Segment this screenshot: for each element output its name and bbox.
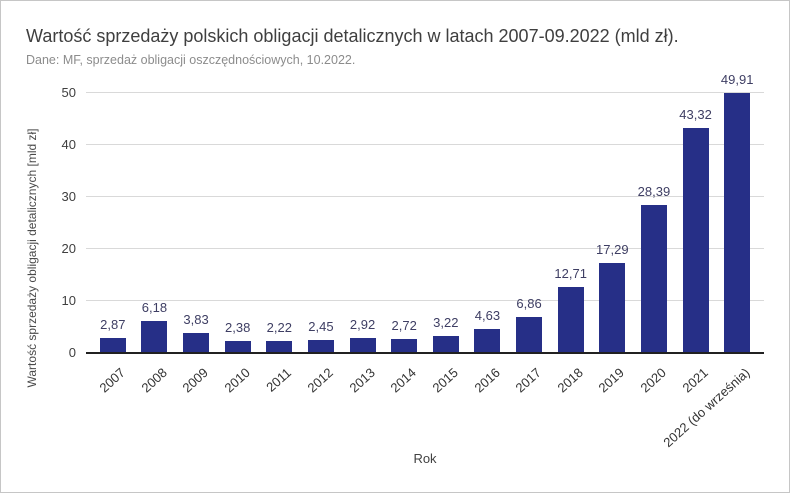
- y-axis-title: Wartość sprzedaży obligacji detalicznych…: [25, 128, 39, 388]
- bar-slot: 3,22 2015: [425, 93, 467, 396]
- x-tick-label: 2015: [429, 364, 461, 396]
- bar: [183, 333, 210, 353]
- y-tick-label: 50: [61, 85, 76, 100]
- gridline: [86, 248, 764, 249]
- bar-slot: 4,63 2016: [467, 93, 509, 395]
- bar: [474, 328, 501, 353]
- bar: [724, 93, 751, 353]
- x-tick-label: 2021: [679, 364, 711, 396]
- y-tick-label: 30: [61, 189, 76, 204]
- y-tick-label: 40: [61, 137, 76, 152]
- bar-value-label: 6,86: [516, 296, 542, 312]
- bar-slot: 49,91 2022 (do września): [660, 73, 758, 450]
- x-axis-title: Rok: [413, 451, 437, 466]
- bar: [432, 336, 459, 353]
- y-tick-label: 0: [68, 345, 76, 360]
- bar-slot: 2,72 2014: [383, 93, 425, 395]
- x-tick-label: 2010: [221, 364, 253, 396]
- x-tick-label: 2019: [595, 364, 628, 396]
- bar: [557, 286, 584, 353]
- bar-value-label: 2,87: [100, 317, 126, 333]
- x-tick-label: 2020: [637, 364, 669, 396]
- bar-value-label: 17,29: [596, 242, 629, 258]
- bar-value-label: 2,72: [391, 317, 417, 333]
- bar-value-label: 2,92: [349, 316, 376, 332]
- bar-slot: 2,38 2010: [217, 93, 259, 395]
- bar-slot: 17,29 2019: [592, 93, 634, 396]
- y-tick-label: 10: [61, 293, 76, 308]
- plot-area: 0 10 20 30 40 50 2,87 2007 6,18 2008 3,83 2009 2,38…: [62, 73, 764, 450]
- bar: [224, 340, 251, 353]
- bar: [682, 127, 709, 353]
- bar-value-label: 2,22: [266, 320, 292, 336]
- bar: [307, 340, 334, 353]
- bar: [599, 263, 626, 353]
- bar-value-label: 3,83: [183, 312, 209, 328]
- bar-slot: 6,18 2008: [134, 93, 176, 395]
- x-tick-label: 2012: [304, 364, 336, 396]
- x-tick-label: 2008: [137, 364, 170, 396]
- bars-container: 2,87 2007 6,18 2008 3,83 2009 2,38 2010 2,22 2011…: [86, 73, 764, 450]
- bar: [516, 317, 543, 353]
- x-tick-label: 2009: [179, 364, 212, 396]
- bar-slot: 28,39 2020: [633, 93, 675, 396]
- bar-slot: 2,87 2007: [92, 93, 134, 396]
- bar-value-label: 12,71: [554, 265, 587, 281]
- x-tick-label: 2016: [470, 364, 503, 396]
- bar-value-label: 4,63: [474, 307, 501, 323]
- gridline: [86, 92, 764, 93]
- bar: [141, 320, 168, 353]
- bar-value-label: 6,18: [141, 299, 168, 315]
- gridline: [86, 196, 764, 197]
- bar-slot: 2,22 2011: [259, 93, 301, 395]
- x-tick-label: 2011: [263, 364, 295, 395]
- bar: [349, 337, 376, 353]
- bar: [266, 341, 293, 353]
- x-tick-label: 2007: [96, 364, 128, 396]
- gridline: [86, 300, 764, 301]
- bar-value-label: 2,38: [225, 319, 251, 335]
- bar-value-label: 28,39: [637, 184, 671, 200]
- bar-slot: 43,32 2021: [675, 93, 717, 395]
- x-tick-label: 2014: [387, 364, 420, 396]
- x-tick-label: 2013: [346, 364, 378, 396]
- x-tick-label: 2018: [554, 364, 586, 396]
- x-tick-label: 2017: [512, 364, 545, 396]
- bar: [99, 338, 126, 353]
- bar-value-label: 3,22: [433, 315, 459, 331]
- gridline: [86, 144, 764, 145]
- y-tick-label: 20: [61, 241, 76, 256]
- bar-slot: 6,86 2017: [508, 93, 550, 396]
- bar-value-label: 49,91: [720, 72, 754, 88]
- bar-slot: 2,92 2013: [342, 93, 384, 395]
- bar-slot: 2,45 2012: [300, 93, 342, 396]
- bar-slot: 3,83 2009: [175, 93, 217, 396]
- bar-slot: 12,71 2018: [550, 93, 592, 395]
- x-axis-line: [86, 352, 764, 354]
- chart-title: Wartość sprzedaży polskich obligacji det…: [26, 26, 679, 46]
- bar: [391, 338, 418, 353]
- chart-subtitle: Dane: MF, sprzedaż obligacji oszczędnośc…: [26, 53, 356, 67]
- bar: [640, 205, 667, 353]
- bar-value-label: 43,32: [679, 106, 712, 122]
- bar-value-label: 2,45: [308, 319, 334, 335]
